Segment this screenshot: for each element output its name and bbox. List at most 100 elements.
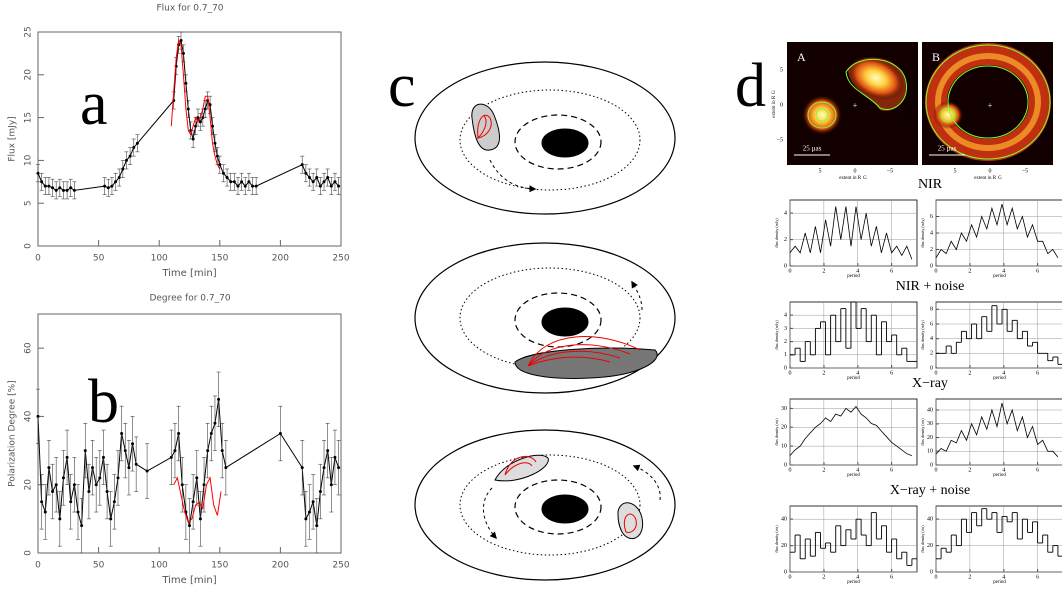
x-tick-label: 2 (822, 467, 825, 473)
point (43, 184, 47, 188)
point (326, 449, 330, 453)
x-tick-label: 2 (822, 370, 825, 376)
image-y-tick: 0 (780, 102, 783, 108)
point (251, 184, 255, 188)
point (236, 184, 240, 188)
point (47, 184, 51, 188)
point (145, 469, 149, 473)
point (112, 500, 116, 504)
point (333, 180, 337, 184)
image-x-tick: −5 (1022, 168, 1028, 174)
image-y-tick: −5 (912, 137, 918, 143)
point (36, 414, 40, 418)
point (307, 510, 311, 514)
series-line (789, 405, 913, 456)
point (326, 176, 330, 180)
y-tick-label: 10 (927, 449, 933, 455)
point (94, 483, 98, 487)
point (105, 490, 109, 494)
scale-label: 25 µas (803, 145, 822, 153)
chart-title: NIR (918, 177, 943, 192)
y-tick-label: 0 (930, 462, 933, 468)
axis-sub: G (863, 176, 867, 181)
point (116, 476, 120, 480)
point (213, 421, 217, 425)
image-letter: A (797, 50, 806, 64)
chart-title: Flux for 0.7_70 (156, 4, 223, 14)
x-tick-label: 0 (789, 574, 792, 580)
image-x-tick: 0 (854, 168, 857, 174)
image-b: + (922, 42, 1053, 165)
point (40, 500, 44, 504)
y-tick-label: 20 (927, 435, 933, 441)
point (218, 163, 222, 167)
point (76, 510, 80, 514)
point (278, 432, 282, 435)
chart: 0 2 4 6 0 10 20 30 40 period flux density (cts) (920, 398, 1062, 478)
panel-label: c (388, 52, 416, 120)
y-tick-label: 0 (930, 569, 933, 575)
point (120, 432, 124, 435)
x-tick-label: 0 (35, 561, 41, 571)
point (51, 186, 55, 190)
point (132, 146, 136, 150)
x-axis-label: period (847, 580, 860, 585)
point (337, 184, 341, 188)
y-tick-label: 20 (24, 69, 34, 81)
x-tick-label: 2 (822, 574, 825, 580)
point (72, 483, 76, 487)
point (221, 171, 225, 175)
x-tick-label: 6 (1036, 370, 1039, 376)
y-tick-label: 4 (930, 336, 933, 342)
image-x-tick: 5 (954, 168, 957, 174)
x-axis-label: period (847, 376, 860, 381)
point (131, 442, 135, 446)
chart: 0 2 4 6 0 10 20 30 X−ray period flux density (cts) (774, 376, 948, 478)
y-tick-label: 30 (927, 421, 933, 427)
y-tick-label: 2 (930, 247, 933, 253)
point (225, 176, 229, 180)
x-tick-label: 6 (890, 268, 893, 274)
panel-label: d (735, 52, 766, 120)
x-tick-label: 200 (272, 254, 289, 264)
point (337, 466, 341, 470)
x-axis-label: Time [min] (161, 268, 216, 279)
x-tick-label: 0 (35, 254, 41, 264)
y-axis-label: Polarization Degree [%] (8, 380, 18, 486)
point (318, 184, 322, 188)
chart: 0 2 4 6 0 1 2 3 4 NIR + noise period flux density (… (774, 279, 964, 381)
point (304, 171, 308, 175)
point (224, 466, 228, 470)
x-tick-label: 50 (93, 561, 105, 571)
x-tick-label: 100 (151, 561, 168, 571)
chart: 0 50 100 150 200 250 0 20 40 60 Degree for 0.7_70 T… (8, 294, 350, 587)
point (54, 483, 58, 487)
disk-diagram (414, 61, 676, 581)
image-letter: B (932, 50, 940, 64)
point (134, 462, 138, 466)
point (191, 137, 195, 141)
plot-frame (935, 398, 1062, 466)
center-mark: + (853, 101, 858, 110)
point (195, 476, 199, 480)
point (201, 116, 205, 120)
point (315, 524, 319, 528)
point (304, 517, 308, 521)
chart: 0 2 4 6 0 2 4 NIR period flux density (mJy) (774, 177, 943, 279)
x-tick-label: 2 (968, 574, 971, 580)
x-tick-label: 6 (1036, 574, 1039, 580)
y-tick-label: 0 (24, 243, 34, 249)
point (58, 186, 62, 190)
y-tick-label: 20 (781, 425, 787, 431)
point (47, 466, 51, 470)
point (329, 483, 333, 487)
point (101, 455, 105, 459)
chart-title: X−ray (912, 376, 948, 391)
y-tick-label: 20 (781, 543, 787, 549)
point (128, 154, 132, 158)
point (254, 184, 258, 188)
point (173, 449, 177, 453)
y-tick-label: 40 (927, 407, 933, 413)
